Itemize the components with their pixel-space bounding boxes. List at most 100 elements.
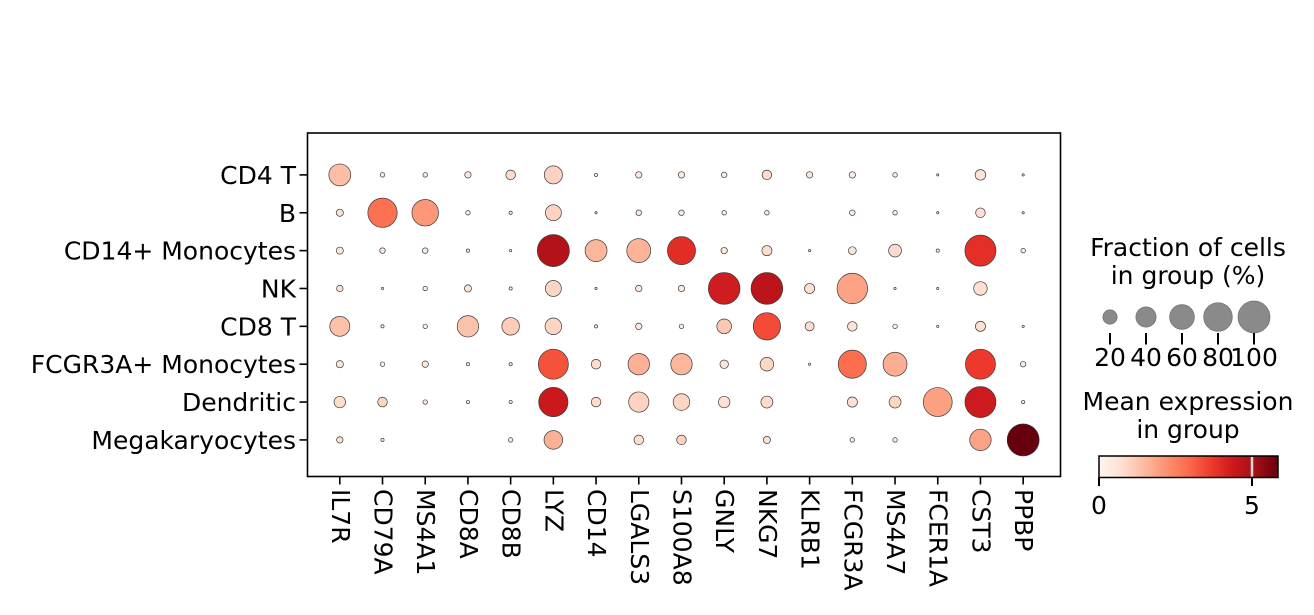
expression-dot: [465, 362, 470, 367]
expression-dot: [764, 210, 770, 216]
expression-dot: [974, 169, 987, 181]
expression-dot: [544, 317, 563, 335]
expression-dot: [335, 208, 344, 217]
expression-dot: [1021, 400, 1026, 405]
expression-dot: [667, 236, 696, 266]
expression-dot: [635, 209, 642, 216]
expression-dot: [422, 172, 428, 178]
expression-dot: [969, 428, 992, 452]
expression-dot: [804, 283, 816, 294]
expression-dot: [1020, 361, 1027, 368]
expression-dot: [707, 272, 741, 305]
size-legend-label: 60: [1166, 343, 1198, 372]
expression-dot: [848, 246, 857, 255]
expression-dot: [677, 284, 686, 293]
x-tick-label: CD79A: [369, 489, 398, 575]
expression-dot: [936, 211, 940, 215]
expression-dot: [379, 172, 386, 178]
x-tick-label: LGALS3: [625, 489, 654, 585]
expression-dot: [380, 437, 385, 442]
expression-dot: [1021, 173, 1025, 177]
expression-dot: [678, 209, 685, 216]
expression-dot: [936, 287, 940, 290]
y-axis-ticks: [299, 174, 308, 441]
expression-dot: [456, 315, 480, 338]
y-tick-label: CD14+ Monocytes: [64, 237, 296, 266]
expression-dot: [750, 272, 784, 305]
expression-dot: [465, 400, 470, 405]
expression-dot: [633, 434, 644, 446]
expression-dot: [538, 387, 569, 418]
expression-dot: [721, 171, 728, 179]
expression-dot: [672, 393, 691, 411]
expression-dot: [720, 247, 728, 255]
expression-dot: [718, 395, 731, 409]
expression-dot: [465, 248, 470, 253]
expression-dot: [936, 324, 940, 328]
expression-dot: [584, 239, 608, 262]
expression-dot: [381, 287, 384, 290]
expression-dot: [760, 395, 774, 409]
y-tick-label: CD8 T: [220, 312, 297, 341]
expression-dot: [936, 173, 940, 177]
colorbar-tick-label-0: 0: [1091, 491, 1107, 520]
expression-dot: [635, 284, 643, 293]
expression-dot: [935, 248, 940, 253]
colorbar-title-line1: Mean expression: [1083, 387, 1294, 416]
expression-dots: [328, 163, 1040, 457]
expression-dot: [508, 210, 513, 215]
size-legend-label: 20: [1094, 343, 1126, 372]
expression-dot: [508, 437, 514, 443]
expression-dot: [537, 348, 569, 380]
expression-dot: [888, 243, 902, 258]
expression-dot: [544, 280, 562, 297]
x-tick-label: MS4A1: [411, 489, 440, 575]
expression-dot: [848, 171, 856, 179]
expression-dot: [628, 391, 650, 413]
expression-dot: [505, 169, 516, 181]
expression-dot: [761, 169, 773, 181]
colorbar-gradient: [1098, 455, 1279, 479]
expression-dot: [590, 359, 602, 370]
expression-dot: [892, 210, 898, 216]
expression-dot: [849, 437, 855, 443]
expression-dot: [678, 323, 685, 329]
expression-dot: [670, 353, 693, 376]
expression-dot: [719, 359, 729, 369]
expression-dot: [847, 321, 858, 332]
x-tick-label: MS4A7: [881, 489, 910, 575]
expression-dot: [464, 284, 472, 293]
expression-dot: [761, 245, 773, 257]
expression-dot: [762, 435, 771, 444]
expression-dot: [465, 210, 471, 216]
expression-dot: [752, 312, 781, 341]
expression-dot: [329, 316, 351, 337]
expression-dot: [676, 434, 687, 446]
colorbar-legend: Mean expression in group 0 5: [1083, 387, 1294, 520]
x-tick-label: NKG7: [753, 489, 782, 559]
x-axis-ticks: [338, 476, 1024, 485]
expression-dot: [380, 324, 385, 329]
expression-dot: [335, 246, 344, 255]
expression-dot: [422, 323, 428, 329]
expression-dot: [806, 171, 814, 179]
expression-dot: [336, 436, 344, 444]
expression-dot: [379, 361, 386, 367]
expression-dot: [508, 286, 513, 291]
expression-dot: [888, 395, 902, 409]
expression-dot: [846, 396, 858, 408]
expression-dot: [804, 321, 815, 332]
size-legend-dot: [1237, 300, 1271, 334]
expression-dot: [892, 172, 898, 178]
y-tick-label: Dendritic: [182, 388, 296, 417]
expression-dot: [1006, 423, 1040, 457]
expression-dot: [367, 197, 398, 228]
expression-dot: [336, 284, 344, 293]
x-axis-labels: IL7R CD79A MS4A1 CD8A CD8B LYZ CD14 LGALS3 S100A…: [326, 489, 1038, 591]
expression-dot: [508, 400, 513, 405]
expression-dot: [594, 287, 598, 290]
expression-dot: [808, 362, 812, 366]
